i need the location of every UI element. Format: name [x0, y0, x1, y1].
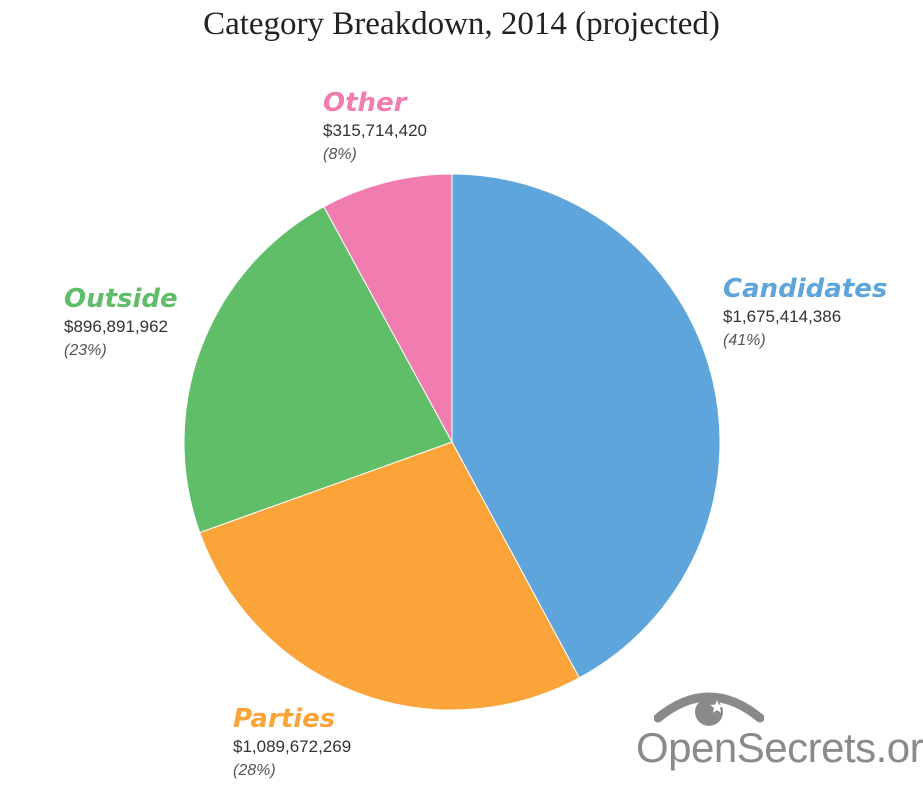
- eye-star-icon: [654, 692, 764, 726]
- label-parties-amount: $1,089,672,269: [233, 737, 352, 757]
- label-other-percent: (8%): [323, 145, 357, 163]
- pie-slice-parties: [199, 441, 581, 711]
- label-outside: Outside $896,891,962 (23%): [64, 284, 178, 360]
- label-parties: Parties $1,089,672,269 (28%): [233, 704, 351, 780]
- opensecrets-logo: OpenSecrets.org: [636, 688, 923, 788]
- label-candidates-percent: (41%): [723, 331, 766, 349]
- logo-text: OpenSecrets.org: [636, 724, 923, 771]
- label-other: Other $315,714,420 (8%): [323, 88, 427, 164]
- label-other-name: Other: [323, 88, 407, 118]
- label-parties-name: Parties: [233, 704, 336, 734]
- label-candidates-name: Candidates: [723, 274, 888, 304]
- label-outside-percent: (23%): [64, 341, 107, 359]
- pie-slice-outside: [183, 205, 453, 534]
- label-outside-amount: $896,891,962: [64, 317, 168, 337]
- label-candidates-amount: $1,675,414,386: [723, 307, 842, 327]
- chart-title: Category Breakdown, 2014 (projected): [203, 6, 720, 42]
- pie-slice-other: [323, 173, 453, 443]
- label-outside-name: Outside: [64, 284, 178, 314]
- label-other-amount: $315,714,420: [323, 121, 427, 141]
- label-parties-percent: (28%): [233, 761, 276, 779]
- label-candidates: Candidates $1,675,414,386 (41%): [723, 274, 887, 350]
- pie-slice-candidates: [451, 173, 721, 679]
